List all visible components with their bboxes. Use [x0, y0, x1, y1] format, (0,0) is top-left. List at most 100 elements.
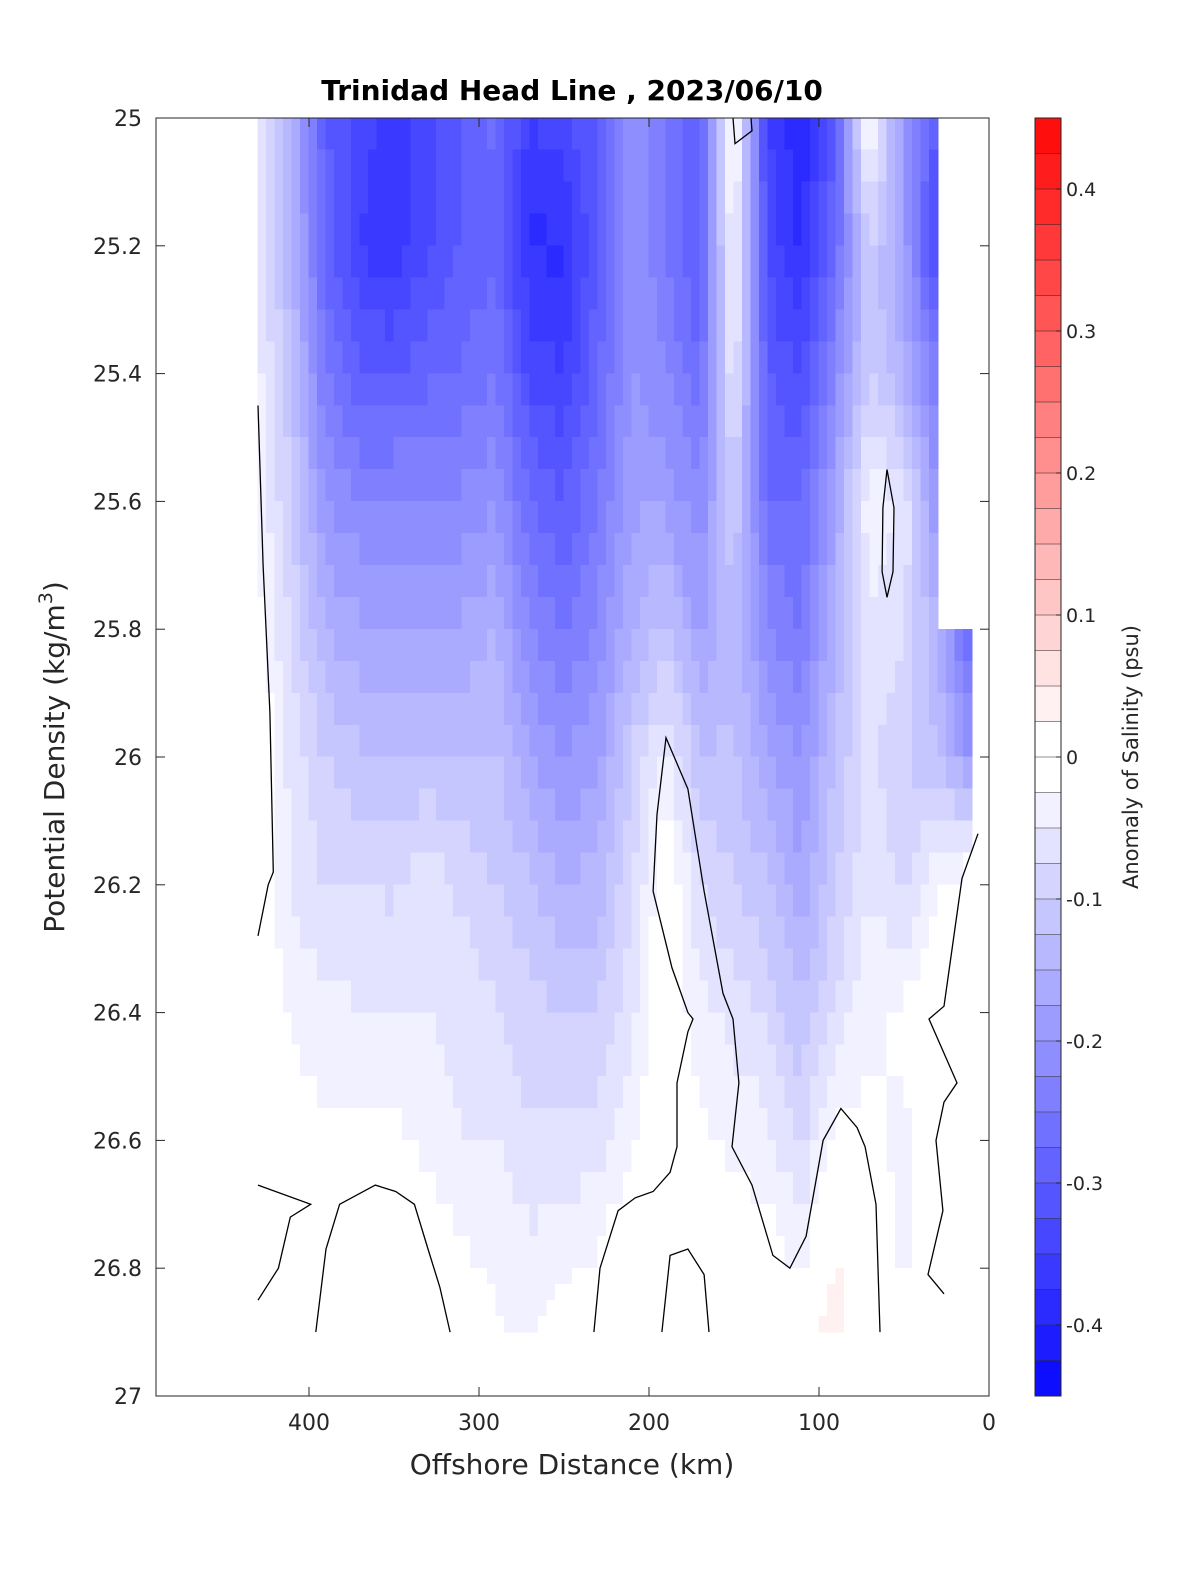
field-cell	[266, 1315, 276, 1333]
field-cell	[810, 628, 820, 662]
field-cell	[725, 660, 735, 694]
field-cell	[597, 437, 607, 470]
field-cell	[504, 820, 514, 854]
field-cell	[844, 565, 854, 598]
field-cell	[521, 501, 531, 534]
field-cell	[436, 1315, 446, 1333]
field-cell	[691, 852, 701, 886]
field-cell	[801, 117, 811, 151]
field-cell	[453, 469, 463, 502]
field-cell	[597, 852, 607, 886]
field-cell	[308, 1108, 318, 1141]
field-cell	[733, 341, 743, 374]
field-cell	[444, 437, 454, 470]
field-cell	[351, 948, 361, 981]
field-cell	[725, 884, 735, 918]
field-cell	[869, 1283, 879, 1301]
field-cell	[359, 628, 369, 662]
field-cell	[410, 213, 420, 247]
field-cell	[283, 820, 293, 854]
field-cell	[912, 1315, 922, 1333]
field-cell	[708, 277, 718, 310]
field-cell	[716, 1204, 726, 1237]
field-cell	[334, 1108, 344, 1141]
field-cell	[274, 724, 284, 758]
field-cell	[368, 1283, 378, 1301]
field-cell	[708, 117, 718, 151]
field-cell	[555, 756, 565, 790]
field-cell	[623, 788, 633, 822]
field-cell	[546, 1172, 556, 1205]
field-cell	[648, 501, 658, 534]
field-cell	[801, 1204, 811, 1237]
field-cell	[810, 692, 820, 726]
field-cell	[342, 565, 352, 598]
field-cell	[861, 533, 871, 566]
field-cell	[589, 692, 599, 726]
field-cell	[410, 117, 420, 151]
field-cell	[827, 565, 837, 598]
field-cell	[589, 788, 599, 822]
y-tick-label: 26.4	[93, 1002, 142, 1027]
field-cell	[912, 1172, 922, 1205]
field-cell	[733, 1283, 743, 1301]
field-cell	[954, 724, 964, 758]
field-cell	[648, 1283, 658, 1301]
field-cell	[376, 948, 386, 981]
field-cell	[461, 373, 471, 406]
colorbar-band	[1035, 721, 1061, 758]
field-cell	[470, 1299, 480, 1317]
field-cell	[291, 117, 301, 151]
field-cell	[657, 1172, 667, 1205]
field-cell	[546, 1299, 556, 1317]
field-cell	[283, 245, 293, 279]
field-cell	[334, 1076, 344, 1109]
field-cell	[886, 820, 896, 854]
field-cell	[325, 469, 335, 502]
field-cell	[580, 469, 590, 502]
field-cell	[776, 117, 786, 151]
field-cell	[283, 149, 293, 183]
field-cell	[682, 948, 692, 981]
field-cell	[716, 565, 726, 598]
field-cell	[614, 980, 624, 1013]
field-cell	[563, 756, 573, 790]
field-cell	[470, 660, 480, 694]
field-cell	[648, 1012, 658, 1045]
field-cell	[385, 245, 395, 279]
field-cell	[793, 1044, 803, 1077]
field-cell	[699, 916, 709, 949]
field-cell	[640, 277, 650, 310]
field-cell	[750, 1172, 760, 1205]
field-cell	[410, 1283, 420, 1301]
field-cell	[725, 756, 735, 790]
field-cell	[376, 501, 386, 534]
field-cell	[325, 181, 335, 215]
field-cell	[844, 692, 854, 726]
field-cell	[385, 1204, 395, 1237]
field-cell	[903, 405, 913, 438]
field-cell	[606, 1108, 616, 1141]
field-cell	[742, 405, 752, 438]
field-cell	[699, 1140, 709, 1173]
field-cell	[903, 1235, 913, 1269]
field-cell	[257, 1140, 267, 1173]
field-cell	[325, 117, 335, 151]
field-cell	[572, 1076, 582, 1109]
field-cell	[742, 245, 752, 279]
field-cell	[648, 117, 658, 151]
field-cell	[606, 916, 616, 949]
field-cell	[903, 437, 913, 470]
field-cell	[368, 660, 378, 694]
field-cell	[818, 373, 828, 406]
field-cell	[793, 373, 803, 406]
field-cell	[274, 788, 284, 822]
field-cell	[359, 213, 369, 247]
field-cell	[342, 373, 352, 406]
field-cell	[402, 309, 412, 342]
field-cell	[852, 565, 862, 598]
field-cell	[614, 565, 624, 598]
field-cell	[402, 1204, 412, 1237]
field-cell	[478, 1299, 488, 1317]
field-cell	[555, 117, 565, 151]
